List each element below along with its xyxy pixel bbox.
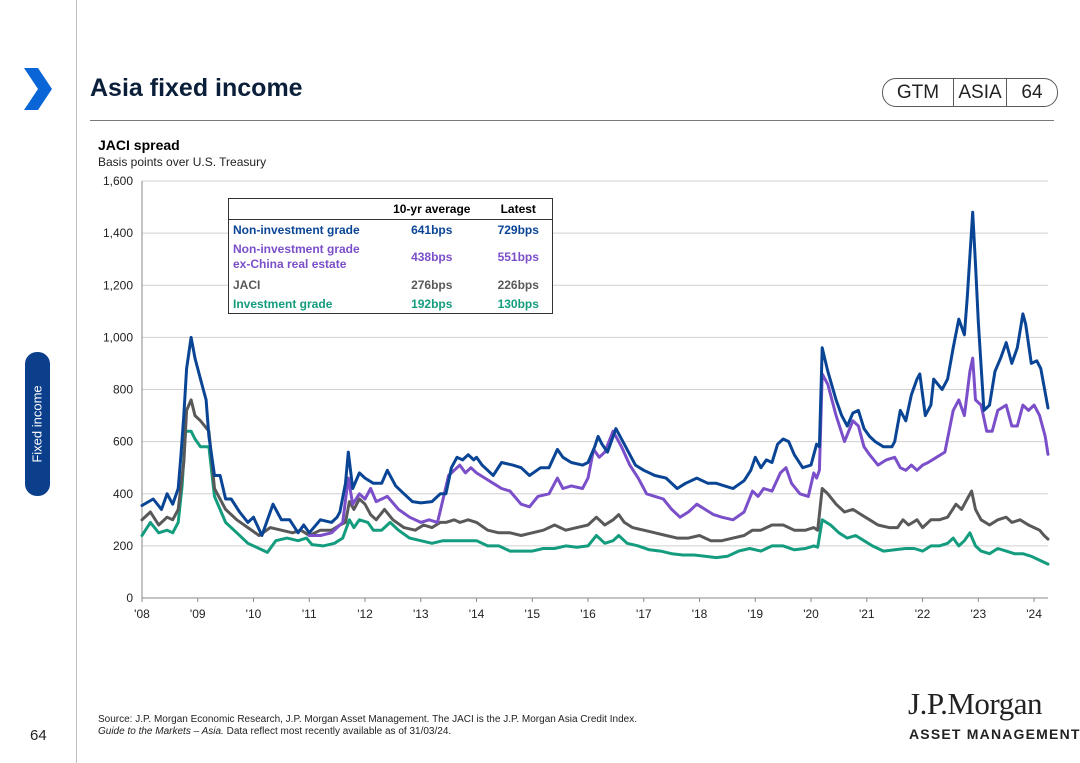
- row-label: Investment grade: [233, 296, 333, 311]
- guide-note: Guide to the Markets – Asia. Data reflec…: [98, 726, 637, 738]
- y-tick-label: 600: [113, 435, 133, 449]
- x-tick-label: '23: [970, 607, 986, 621]
- badge-gtm: GTM: [883, 79, 954, 106]
- row-avg: 276bps: [411, 277, 453, 292]
- badge-page: 64: [1021, 81, 1043, 103]
- badge-region: ASIA: [954, 79, 1007, 106]
- table-header-avg: 10-yr average: [379, 198, 485, 220]
- chevron-right-icon: [20, 68, 54, 115]
- row-label: Non-investment grade: [233, 222, 360, 237]
- row-latest: 729bps: [497, 222, 539, 237]
- x-tick-label: '13: [413, 607, 429, 621]
- x-tick-label: '09: [190, 607, 206, 621]
- spread-summary-table: 10-yr average Latest Non-investment grad…: [228, 198, 553, 314]
- data-note: Data reflect most recently available as …: [223, 726, 452, 737]
- gtm-badge: GTM ASIA 64: [882, 78, 1058, 107]
- y-tick-label: 1,000: [103, 330, 133, 344]
- table-header-row: 10-yr average Latest: [228, 198, 553, 220]
- x-tick-label: '17: [636, 607, 652, 621]
- chart-subtitle: Basis points over U.S. Treasury: [98, 155, 267, 169]
- y-tick-label: 1,600: [103, 174, 133, 188]
- chart-title: JACI spread: [98, 137, 180, 153]
- y-tick-label: 800: [113, 383, 133, 397]
- x-tick-label: '20: [803, 607, 819, 621]
- y-tick-label: 400: [113, 487, 133, 501]
- table-header-blank: [228, 198, 379, 220]
- row-latest: 130bps: [497, 296, 539, 311]
- row-avg: 438bps: [411, 249, 453, 264]
- y-tick-label: 1,400: [103, 226, 133, 240]
- x-tick-label: '18: [692, 607, 708, 621]
- source-text: Source: J.P. Morgan Economic Research, J…: [98, 714, 637, 725]
- x-tick-label: '19: [747, 607, 763, 621]
- table-row: Investment grade 192bps 130bps: [229, 294, 553, 314]
- guide-title: Guide to the Markets – Asia.: [98, 726, 224, 737]
- table-row: JACI 276bps 226bps: [229, 275, 553, 294]
- source-note: Source: J.P. Morgan Economic Research, J…: [98, 714, 637, 738]
- jpmorgan-logo: J.P.Morgan: [908, 686, 1042, 721]
- x-tick-label: '14: [469, 607, 485, 621]
- x-tick-label: '16: [580, 607, 596, 621]
- page-title: Asia fixed income: [90, 74, 303, 102]
- x-tick-label: '24: [1026, 607, 1042, 621]
- page-number: 64: [30, 727, 47, 744]
- row-label: Non-investment grade ex-China real estat…: [233, 242, 360, 271]
- asset-management-logo-text: ASSET MANAGEMENT: [909, 726, 1080, 742]
- y-tick-label: 1,200: [103, 278, 133, 292]
- table-row: Non-investment grade 641bps 729bps: [229, 220, 553, 240]
- series-line-jaci: [140, 398, 1050, 543]
- left-divider: [76, 0, 77, 763]
- series-line-non-investment-grade: [140, 210, 1050, 537]
- x-tick-label: '21: [859, 607, 875, 621]
- row-latest: 226bps: [497, 277, 539, 292]
- x-tick-label: '11: [302, 607, 317, 621]
- x-tick-label: '12: [357, 607, 373, 621]
- x-tick-label: '15: [524, 607, 540, 621]
- y-tick-label: 0: [126, 591, 133, 605]
- title-divider: [90, 120, 1054, 121]
- row-avg: 641bps: [411, 222, 453, 237]
- row-latest: 551bps: [497, 249, 539, 264]
- row-avg: 192bps: [411, 296, 453, 311]
- section-tab[interactable]: [25, 352, 50, 496]
- x-tick-label: '22: [915, 607, 931, 621]
- series-line-investment-grade: [140, 429, 1050, 566]
- y-tick-label: 200: [113, 539, 133, 553]
- row-label: JACI: [233, 277, 261, 292]
- table-header-latest: Latest: [484, 198, 553, 220]
- x-tick-label: '08: [134, 607, 150, 621]
- x-tick-label: '10: [246, 607, 262, 621]
- table-row: Non-investment grade ex-China real estat…: [229, 239, 553, 275]
